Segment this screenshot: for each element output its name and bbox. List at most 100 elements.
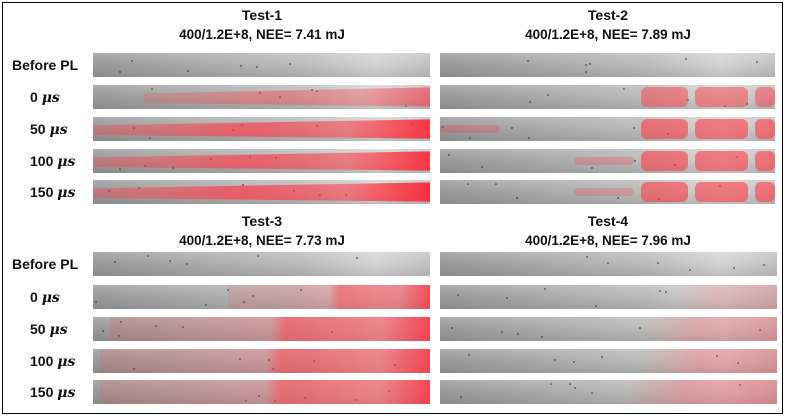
- panel-parameters: 400/1.2E+8, NEE= 7.41 mJ: [179, 27, 345, 42]
- strip-speck: [554, 359, 556, 361]
- strip-speck: [147, 255, 149, 257]
- luminescence-overlay: [143, 87, 430, 107]
- row-label-unit: μs: [57, 185, 76, 201]
- strip-speck: [665, 291, 667, 293]
- strip-speck: [617, 197, 619, 199]
- luminescence-overlay: [93, 182, 430, 202]
- strip-shading: [440, 85, 775, 109]
- image-strip-test-4-row-4: [440, 380, 777, 404]
- strip-speck: [442, 126, 444, 128]
- strip-speck: [528, 137, 530, 139]
- row-label: 100 μs: [30, 349, 75, 373]
- row-label: 0 μs: [30, 285, 60, 309]
- luminescence-overlay: [227, 285, 430, 309]
- strip-speck: [501, 331, 503, 333]
- luminescence-overlay: [93, 151, 430, 171]
- luminescence-overlay: [99, 349, 430, 373]
- strip-speck: [689, 269, 691, 271]
- strip-speck: [511, 127, 513, 129]
- strip-speck: [733, 267, 735, 269]
- strip-speck: [102, 330, 104, 332]
- image-strip-test-4-row-2: [440, 317, 777, 341]
- row-label-text: 150: [30, 384, 58, 400]
- strip-speck: [550, 383, 552, 385]
- strip-speck: [356, 257, 358, 259]
- image-strip-test-1-row-4: [93, 180, 430, 204]
- strip-speck: [585, 64, 587, 66]
- strip-speck: [527, 60, 529, 62]
- image-strip-test-1-row-0: [93, 53, 430, 77]
- strip-shading: [440, 380, 777, 404]
- strip-speck: [151, 88, 153, 90]
- strip-speck: [574, 387, 576, 389]
- row-label-unit: μs: [57, 354, 76, 370]
- panel-parameters: 400/1.2E+8, NEE= 7.73 mJ: [179, 233, 345, 248]
- row-label-text: 100: [30, 153, 58, 169]
- image-strip-test-2-row-0: [440, 53, 775, 77]
- panel-parameters: 400/1.2E+8, NEE= 7.96 mJ: [525, 233, 691, 248]
- panel-title-test-1: Test-1 400/1.2E+8, NEE= 7.41 mJ: [92, 6, 432, 44]
- strip-speck: [240, 65, 242, 67]
- strip-speck: [257, 255, 259, 257]
- strip-speck: [595, 305, 597, 307]
- row-label: 50 μs: [30, 117, 68, 141]
- strip-speck: [573, 361, 575, 363]
- strip-speck: [591, 167, 593, 169]
- strip-speck: [633, 127, 635, 129]
- strip-speck: [149, 137, 151, 139]
- strip-speck: [756, 61, 758, 63]
- image-strip-test-1-row-1: [93, 85, 430, 109]
- panel-title-test-3: Test-3 400/1.2E+8, NEE= 7.73 mJ: [92, 212, 432, 250]
- image-strip-test-3-row-4: [93, 380, 430, 404]
- strip-speck: [95, 301, 97, 303]
- luminescence-region: [754, 182, 775, 202]
- row-label-text: 0: [30, 289, 42, 305]
- image-strip-test-3-row-0: [93, 252, 430, 276]
- strip-shading: [440, 252, 777, 276]
- image-strip-test-4-row-0: [440, 252, 777, 276]
- strip-speck: [591, 392, 593, 394]
- strip-speck: [460, 396, 462, 398]
- row-label: 150 μs: [30, 180, 75, 204]
- luminescence-overlay: [625, 380, 777, 404]
- luminescence-overlay: [675, 285, 777, 309]
- strip-shading: [440, 53, 775, 77]
- luminescence-region: [694, 119, 749, 139]
- row-label: 0 μs: [30, 85, 60, 109]
- luminescence-region: [574, 157, 635, 165]
- strip-speck: [634, 160, 636, 162]
- strip-speck: [451, 327, 453, 329]
- luminescence-region: [574, 188, 635, 196]
- strip-speck: [119, 168, 121, 170]
- strip-speck: [467, 183, 469, 185]
- strip-speck: [589, 63, 591, 65]
- strip-speck: [448, 154, 450, 156]
- strip-speck: [186, 263, 188, 265]
- strip-speck: [687, 99, 689, 101]
- row-label-text: 50: [30, 321, 50, 337]
- strip-shading: [440, 317, 777, 341]
- row-label-text: 150: [30, 184, 58, 200]
- strip-shading: [93, 53, 430, 77]
- luminescence-overlay: [109, 317, 430, 341]
- row-label-unit: μs: [57, 154, 76, 170]
- strip-speck: [457, 294, 459, 296]
- luminescence-region: [754, 119, 775, 139]
- panel-heading: Test-4: [587, 213, 629, 229]
- strip-speck: [724, 105, 726, 107]
- strip-speck: [205, 304, 207, 306]
- luminescence-overlay: [642, 317, 777, 341]
- strip-speck: [506, 297, 508, 299]
- strip-speck: [601, 356, 603, 358]
- strip-speck: [516, 197, 518, 199]
- strip-speck: [131, 60, 133, 62]
- strip-speck: [586, 256, 588, 258]
- strip-speck: [746, 103, 748, 105]
- luminescence-overlay: [93, 119, 430, 139]
- strip-speck: [547, 94, 549, 96]
- luminescence-region: [641, 87, 688, 107]
- row-label-unit: μs: [49, 122, 68, 138]
- luminescence-region: [694, 151, 749, 171]
- strip-speck: [256, 66, 258, 68]
- image-strip-test-1-row-2: [93, 117, 430, 141]
